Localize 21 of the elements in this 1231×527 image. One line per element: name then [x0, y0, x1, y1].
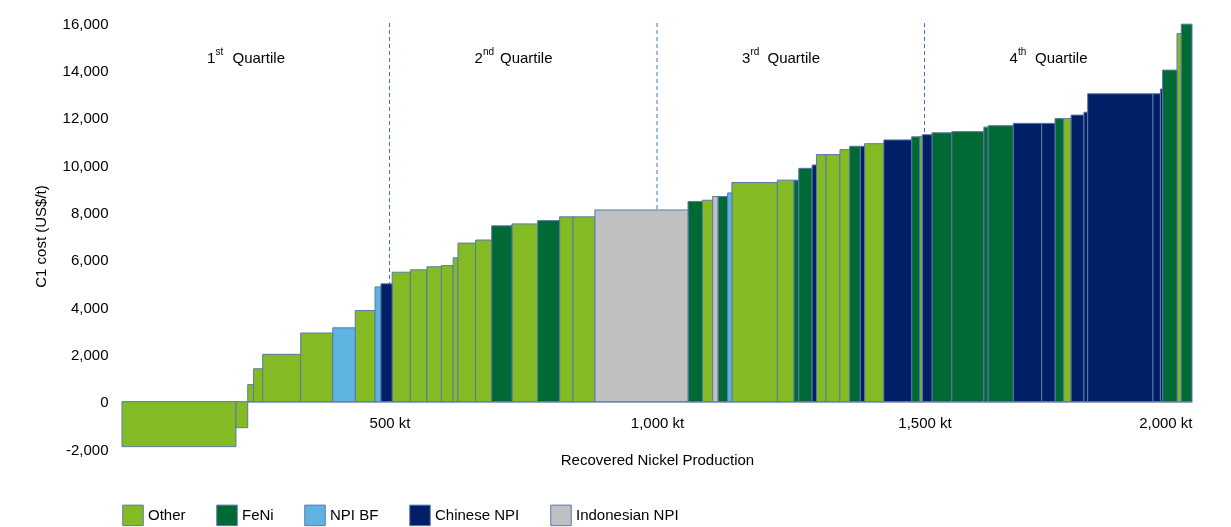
legend-label: Other	[148, 506, 186, 524]
y-axis-title: C1 cost (US$/t)	[31, 185, 49, 288]
x-tick-label: 1,500 kt	[898, 414, 953, 432]
legend-label: NPI BF	[330, 506, 379, 524]
y-tick-label: 16,000	[62, 14, 109, 32]
y-tick-label: -2,000	[65, 440, 109, 458]
y-tick-label: 6,000	[70, 251, 109, 269]
y-tick-label: 8,000	[70, 203, 109, 221]
y-tick-label: 14,000	[62, 61, 109, 79]
legend-label: Chinese NPI	[435, 506, 520, 524]
legend-label: FeNi	[242, 506, 274, 524]
legend-label: Indonesian NPI	[576, 506, 679, 524]
y-tick-label: 12,000	[62, 109, 109, 127]
y-tick-label: 2,000	[70, 345, 109, 363]
y-tick-label: 0	[100, 393, 109, 411]
x-tick-label: 2,000 kt	[1139, 414, 1194, 432]
y-tick-label: 4,000	[70, 298, 109, 316]
x-tick-label: 1,000 kt	[630, 414, 686, 432]
x-axis-title: Recovered Nickel Production	[560, 451, 755, 469]
x-tick-label: 500 kt	[369, 414, 412, 432]
y-tick-label: 10,000	[62, 156, 109, 174]
